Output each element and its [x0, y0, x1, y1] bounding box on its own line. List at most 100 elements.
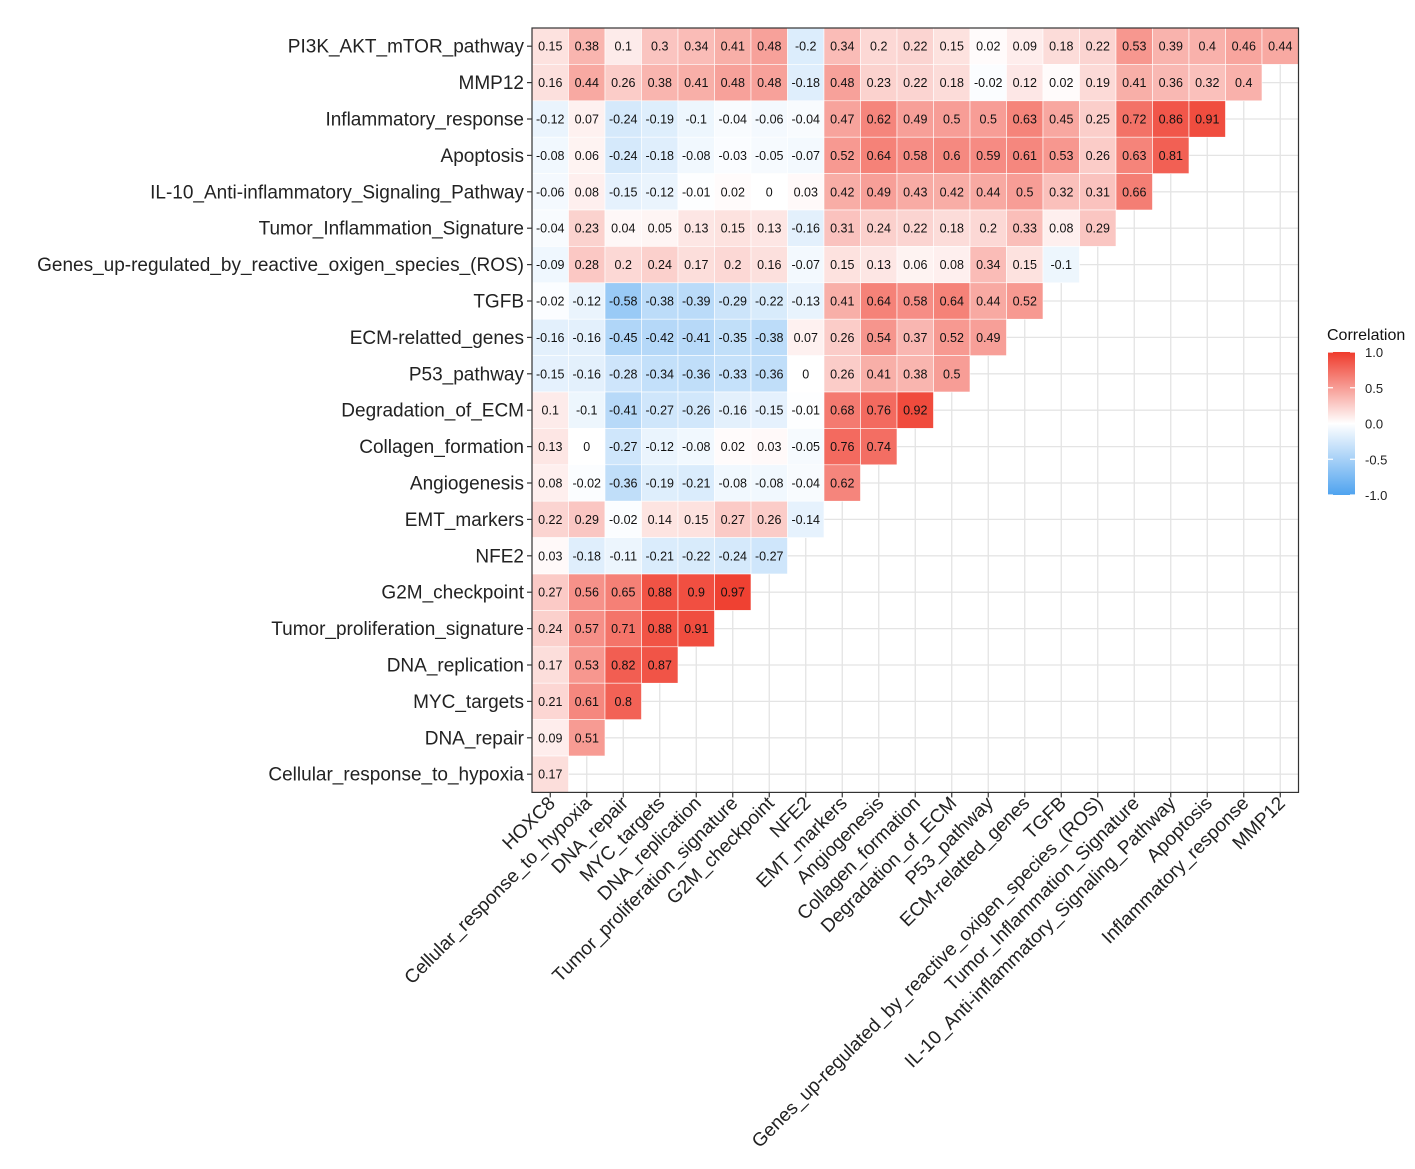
heatmap-cell	[1115, 64, 1153, 102]
heatmap-cell	[1042, 64, 1080, 102]
heatmap-cell	[604, 646, 642, 684]
heatmap-cell	[1042, 209, 1080, 247]
heatmap-cell	[568, 355, 606, 393]
cell-value-label: 0.04	[611, 222, 635, 236]
heatmap-cell	[531, 246, 569, 284]
heatmap-cell	[896, 355, 934, 393]
cell-value-label: -0.35	[719, 331, 748, 345]
cell-value-label: -0.28	[609, 367, 638, 381]
cell-value-label: 0.2	[980, 222, 997, 236]
cell-value-label: 0.48	[830, 76, 854, 90]
cell-value-label: 0.57	[575, 622, 599, 636]
cell-value-label: 0.76	[830, 440, 854, 454]
heatmap-cell	[641, 573, 679, 611]
cell-value-label: 0.37	[903, 331, 927, 345]
cell-value-label: 0.74	[867, 440, 891, 454]
y-tick-label: Degradation_of_ECM	[341, 401, 524, 422]
heatmap-cell	[531, 282, 569, 320]
heatmap-cell	[896, 27, 934, 65]
cell-value-label: -0.16	[573, 367, 602, 381]
legend-ticks: 1.0 0.5 0.0 -0.5 -1.0	[1328, 345, 1387, 503]
cell-value-label: 0.45	[1049, 113, 1073, 127]
heatmap-cell	[677, 246, 715, 284]
heatmap-cell	[641, 100, 679, 138]
heatmap-cell	[1006, 100, 1044, 138]
cell-value-label: 0.38	[575, 40, 599, 54]
y-tick-label: Apoptosis	[441, 146, 524, 167]
heatmap-cell	[714, 100, 752, 138]
cell-value-label: -0.02	[573, 477, 602, 491]
cell-value-label: 0.88	[648, 586, 672, 600]
cell-value-label: -0.09	[536, 258, 565, 272]
cell-value-label: -0.05	[792, 440, 821, 454]
y-tick-label: PI3K_AKT_mTOR_pathway	[288, 37, 525, 58]
cell-value-label: -0.36	[755, 367, 784, 381]
cell-value-label: -0.1	[1050, 258, 1072, 272]
cell-value-label: 0.23	[867, 76, 891, 90]
cell-value-label: -0.21	[646, 549, 675, 563]
cell-value-label: 0.62	[830, 477, 854, 491]
cell-value-label: 0.21	[538, 695, 562, 709]
cell-value-label: 0.42	[830, 185, 854, 199]
heatmap-cell	[714, 27, 752, 65]
heatmap-cell	[531, 100, 569, 138]
cell-value-label: 0.52	[1013, 295, 1037, 309]
cell-value-label: 0.13	[538, 440, 562, 454]
heatmap-cell	[787, 464, 825, 502]
heatmap-cell	[677, 173, 715, 211]
cell-value-label: 0.46	[1232, 40, 1256, 54]
cell-value-label: 0.38	[903, 367, 927, 381]
cell-value-label: 0.41	[830, 295, 854, 309]
heatmap-cell	[1225, 27, 1263, 65]
heatmap-cell	[604, 136, 642, 174]
cell-value-label: 0.24	[538, 622, 562, 636]
cell-value-label: -0.18	[646, 149, 675, 163]
cell-value-label: 0.5	[1016, 185, 1033, 199]
cell-value-label: 0.63	[1013, 113, 1037, 127]
cell-value-label: 0.15	[830, 258, 854, 272]
heatmap-cell	[568, 318, 606, 356]
legend-tick-label: -1.0	[1365, 488, 1387, 503]
y-tick-label: Angiogenesis	[410, 474, 524, 495]
cell-value-label: -0.22	[682, 549, 711, 563]
cell-value-label: 0.61	[1013, 149, 1037, 163]
y-tick-label: MMP12	[459, 73, 524, 94]
heatmap-cell	[1042, 27, 1080, 65]
cell-value-label: -0.14	[792, 513, 821, 527]
heatmap-cell	[787, 136, 825, 174]
heatmap-cell	[1079, 173, 1117, 211]
y-tick-label: G2M_checkpoint	[381, 583, 524, 604]
cell-value-label: 0.18	[940, 222, 964, 236]
cell-value-label: 0.18	[940, 76, 964, 90]
cell-value-label: 0.06	[903, 258, 927, 272]
cell-value-label: 0.32	[1195, 76, 1219, 90]
cell-value-label: 0.25	[1086, 113, 1110, 127]
cell-value-label: 0.65	[611, 586, 635, 600]
heatmap-cell	[860, 318, 898, 356]
cell-value-label: -0.08	[682, 440, 711, 454]
cell-value-label: 0.53	[575, 659, 599, 673]
heatmap-cell	[714, 573, 752, 611]
cell-value-label: -0.04	[719, 113, 748, 127]
heatmap-cell	[604, 500, 642, 538]
cell-value-label: 0.66	[1122, 185, 1146, 199]
cell-value-label: -0.29	[719, 295, 748, 309]
cell-value-label: 0.22	[1086, 40, 1110, 54]
y-tick-label: DNA_repair	[425, 728, 525, 749]
cell-value-label: 0.07	[575, 113, 599, 127]
cell-value-label: 0.6	[943, 149, 960, 163]
heatmap-cell	[1115, 136, 1153, 174]
heatmap-cell	[823, 391, 861, 429]
cell-value-label: -0.19	[646, 477, 675, 491]
cell-value-label: -0.12	[536, 113, 565, 127]
cell-value-label: -0.27	[755, 549, 784, 563]
cell-value-label: -0.19	[646, 113, 675, 127]
cell-value-label: -0.04	[792, 113, 821, 127]
heatmap-cell	[860, 428, 898, 466]
cell-value-label: 0.26	[830, 367, 854, 381]
cell-value-label: 0.92	[903, 404, 927, 418]
legend-tick-label: 0.5	[1365, 381, 1383, 396]
cell-value-label: 0.41	[867, 367, 891, 381]
cell-value-label: 0.97	[721, 586, 745, 600]
cell-value-label: 0.08	[1049, 222, 1073, 236]
